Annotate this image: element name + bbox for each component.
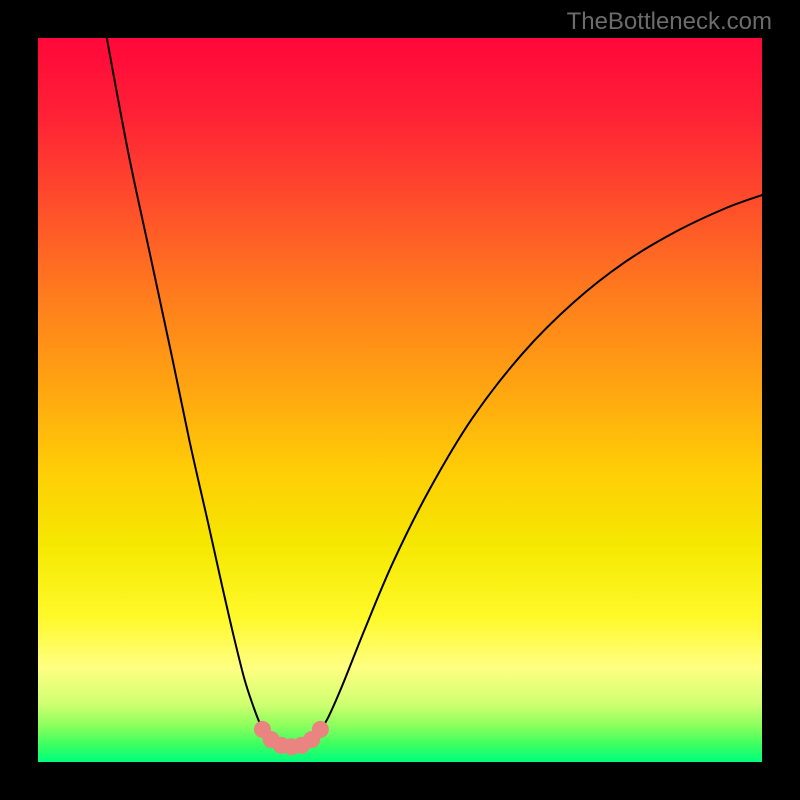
stage: TheBottleneck.com	[0, 0, 800, 800]
gradient-background	[38, 38, 762, 762]
marker-dot	[312, 721, 329, 738]
plot-area	[38, 38, 762, 762]
watermark-text: TheBottleneck.com	[567, 8, 772, 36]
